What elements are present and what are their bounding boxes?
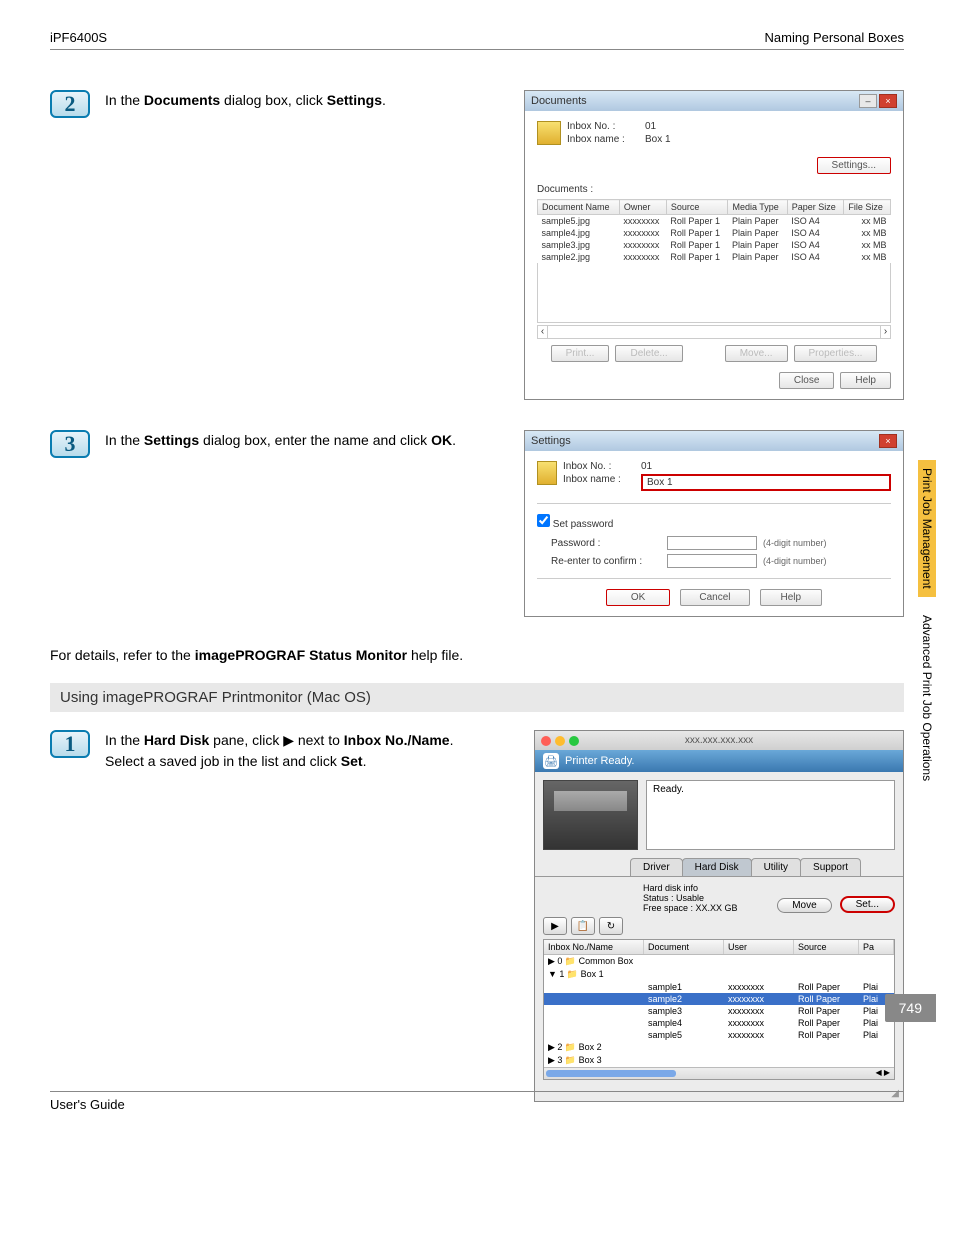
hdd-info: Hard disk info Status : Usable Free spac… [543,883,738,913]
tree-row: ▶ 2 📁 Box 2 [544,1041,894,1054]
step-1: 1 In the Hard Disk pane, click ▶ next to… [50,730,904,1102]
close-icon[interactable]: × [879,434,897,448]
side-tab-print-job[interactable]: Print Job Management [918,460,936,597]
step-badge-1: 1 [50,730,90,758]
table-row: sample2.jpgxxxxxxxxRoll Paper 1Plain Pap… [538,251,891,263]
tree-row: ▼ 1 📁 Box 1 [544,968,894,981]
documents-dialog: Documents – × Inbox No. :01 Inbox name :… [524,90,904,400]
page-number: 749 [885,994,936,1022]
step-badge-3: 3 [50,430,90,458]
job-row: sample1xxxxxxxxRoll PaperPlai [544,981,894,993]
table-row: sample4.jpgxxxxxxxxRoll Paper 1Plain Pap… [538,227,891,239]
inbox-icon [537,461,557,485]
settings-dialog-wrap: Settings × Inbox No. :01 Inbox name :Box… [490,430,904,617]
printmonitor-window: xxx.xxx.xxx.xxx 🖨 Printer Ready. Ready. … [534,730,904,1102]
toolbar-btn-3[interactable]: ↻ [599,917,623,935]
inbox-name-input[interactable]: Box 1 [641,474,891,491]
move-button[interactable]: Move... [725,345,788,362]
status-bar: 🖨 Printer Ready. [535,750,903,772]
minimize-light-icon[interactable] [555,736,565,746]
job-row-selected: sample2xxxxxxxxRoll PaperPlai [544,993,894,1005]
tab-driver[interactable]: Driver [630,858,683,876]
side-tabs: Print Job Management Advanced Print Job … [918,460,936,789]
tab-support[interactable]: Support [800,858,861,876]
table-row: sample3.jpgxxxxxxxxRoll Paper 1Plain Pap… [538,239,891,251]
help-button[interactable]: Help [760,589,823,606]
printer-image-icon [543,780,638,850]
job-row: sample4xxxxxxxxRoll PaperPlai [544,1017,894,1029]
side-tab-advanced[interactable]: Advanced Print Job Operations [918,607,936,789]
job-list: Inbox No./Name Document User Source Pa ▶… [543,939,895,1080]
job-row: sample5xxxxxxxxRoll PaperPlai [544,1029,894,1041]
set-button[interactable]: Set... [840,896,895,913]
mac-tabs: Driver Hard Disk Utility Support [535,858,903,877]
footer-rule [50,1091,904,1092]
settings-dialog: Settings × Inbox No. :01 Inbox name :Box… [524,430,904,617]
step-2-text: In the Documents dialog box, click Setti… [105,90,475,111]
inbox-icon [537,121,561,145]
close-light-icon[interactable] [541,736,551,746]
move-button[interactable]: Move [777,898,831,913]
help-button[interactable]: Help [840,372,891,389]
step-1-text: In the Hard Disk pane, click ▶ next to I… [105,730,475,772]
zoom-light-icon[interactable] [569,736,579,746]
page-header: iPF6400S Naming Personal Boxes [50,30,904,45]
step-3-text: In the Settings dialog box, enter the na… [105,430,475,451]
mac-titlebar: xxx.xxx.xxx.xxx [535,731,903,750]
close-icon[interactable]: × [879,94,897,108]
properties-button[interactable]: Properties... [794,345,878,362]
resize-grip-icon[interactable]: ◢ [535,1086,903,1101]
delete-button[interactable]: Delete... [615,345,682,362]
step-2: 2 In the Documents dialog box, click Set… [50,90,904,400]
ok-button[interactable]: OK [606,589,670,606]
settings-button[interactable]: Settings... [817,157,891,174]
details-line: For details, refer to the imagePROGRAF S… [50,647,904,663]
toolbar-btn-2[interactable]: 📋 [571,917,595,935]
minimize-icon[interactable]: – [859,94,877,108]
footer-text: User's Guide [50,1097,125,1112]
table-row: sample5.jpgxxxxxxxxRoll Paper 1Plain Pap… [538,215,891,228]
tab-utility[interactable]: Utility [751,858,801,876]
step-badge-2: 2 [50,90,90,118]
print-button[interactable]: Print... [551,345,610,362]
printer-status-icon: 🖨 [543,753,559,769]
toolbar-btn-1[interactable]: ▶ [543,917,567,935]
tree-row: ▶ 3 📁 Box 3 [544,1054,894,1067]
step-3: 3 In the Settings dialog box, enter the … [50,430,904,617]
header-topic: Naming Personal Boxes [765,30,904,45]
mac-toolbar: ▶ 📋 ↻ [543,917,895,935]
ready-box: Ready. [646,780,895,850]
header-model: iPF6400S [50,30,107,45]
documents-table: Document NameOwnerSourceMedia TypePaper … [537,199,891,263]
close-button[interactable]: Close [779,372,835,389]
header-rule [50,49,904,50]
section-heading: Using imagePROGRAF Printmonitor (Mac OS) [50,683,904,712]
cancel-button[interactable]: Cancel [680,589,749,606]
job-row: sample3xxxxxxxxRoll PaperPlai [544,1005,894,1017]
confirm-password-input[interactable] [667,554,757,568]
documents-titlebar: Documents – × [525,91,903,111]
settings-titlebar: Settings × [525,431,903,451]
window-controls: – × [859,94,897,108]
password-input[interactable] [667,536,757,550]
tree-row: ▶ 0 📁 Common Box [544,955,894,968]
documents-dialog-wrap: Documents – × Inbox No. :01 Inbox name :… [490,90,904,400]
tab-harddisk[interactable]: Hard Disk [682,858,752,876]
mac-window-wrap: xxx.xxx.xxx.xxx 🖨 Printer Ready. Ready. … [490,730,904,1102]
traffic-lights [541,736,579,746]
set-password-checkbox[interactable] [537,514,550,527]
